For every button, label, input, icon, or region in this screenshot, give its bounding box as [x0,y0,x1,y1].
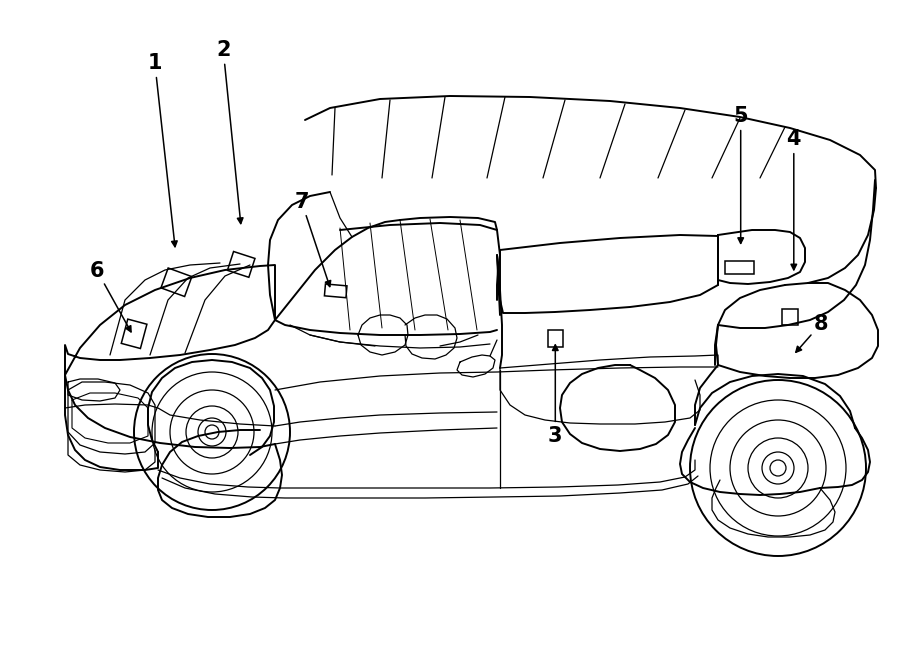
Text: 2: 2 [216,40,230,59]
Text: 3: 3 [548,426,562,446]
Text: 7: 7 [294,192,309,212]
Text: 5: 5 [734,106,748,126]
Text: 4: 4 [787,129,801,149]
Text: 8: 8 [814,314,828,334]
Text: 6: 6 [90,261,104,281]
Text: 1: 1 [148,53,162,73]
